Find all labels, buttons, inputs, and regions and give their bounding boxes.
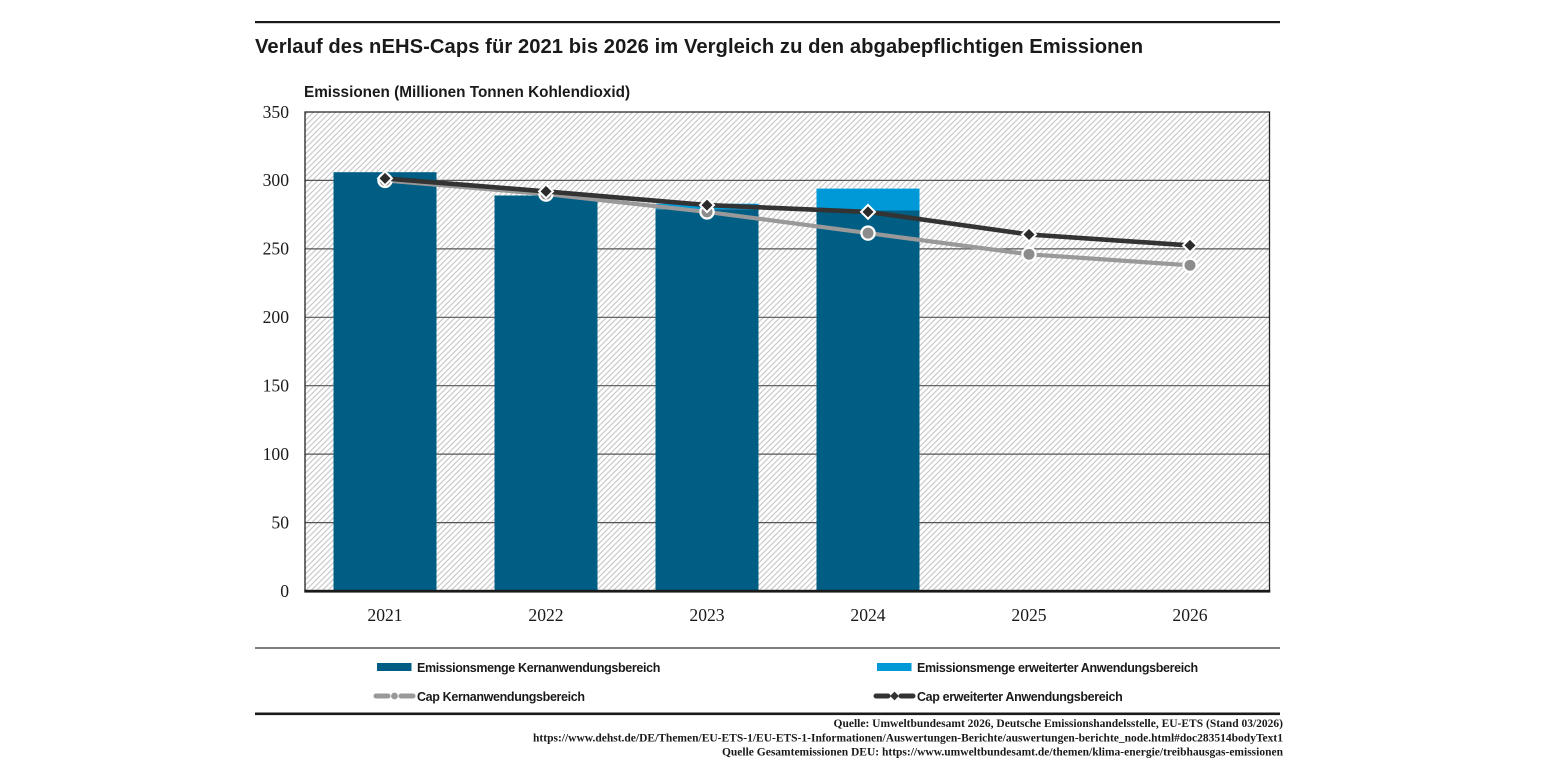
svg-text:Quelle: Umweltbundesamt 2026,: Quelle: Umweltbundesamt 2026, Deutsche E… [834,718,1284,730]
svg-text:Cap erweiterter Anwendungsbere: Cap erweiterter Anwendungsbereich [917,690,1122,704]
svg-text:150: 150 [263,376,290,396]
svg-text:200: 200 [263,307,290,327]
svg-text:350: 350 [263,102,290,122]
svg-text:2022: 2022 [528,605,563,625]
svg-text:Cap Kernanwendungsbereich: Cap Kernanwendungsbereich [417,690,585,704]
svg-text:Quelle Gesamtemissionen DEU: h: Quelle Gesamtemissionen DEU: https://www… [722,747,1284,759]
svg-text:https://www.dehst.de/DE/Themen: https://www.dehst.de/DE/Themen/EU-ETS-1/… [533,733,1283,745]
svg-text:Emissionsmenge erweiterter Anw: Emissionsmenge erweiterter Anwendungsber… [917,661,1198,675]
svg-text:300: 300 [263,170,290,190]
svg-text:2023: 2023 [689,605,724,625]
svg-text:2021: 2021 [367,605,402,625]
svg-text:2026: 2026 [1172,605,1207,625]
svg-text:Verlauf des nEHS-Caps für 2021: Verlauf des nEHS-Caps für 2021 bis 2026 … [255,36,1143,58]
svg-text:250: 250 [263,239,290,259]
svg-text:2025: 2025 [1011,605,1046,625]
svg-text:100: 100 [263,444,290,464]
svg-text:2024: 2024 [850,605,885,625]
svg-text:Emissionsmenge Kernanwendungsb: Emissionsmenge Kernanwendungsbereich [417,661,660,675]
svg-text:50: 50 [271,512,289,532]
svg-text:Emissionen (Millionen Tonnen K: Emissionen (Millionen Tonnen Kohlendioxi… [304,84,630,101]
svg-text:0: 0 [280,581,289,601]
